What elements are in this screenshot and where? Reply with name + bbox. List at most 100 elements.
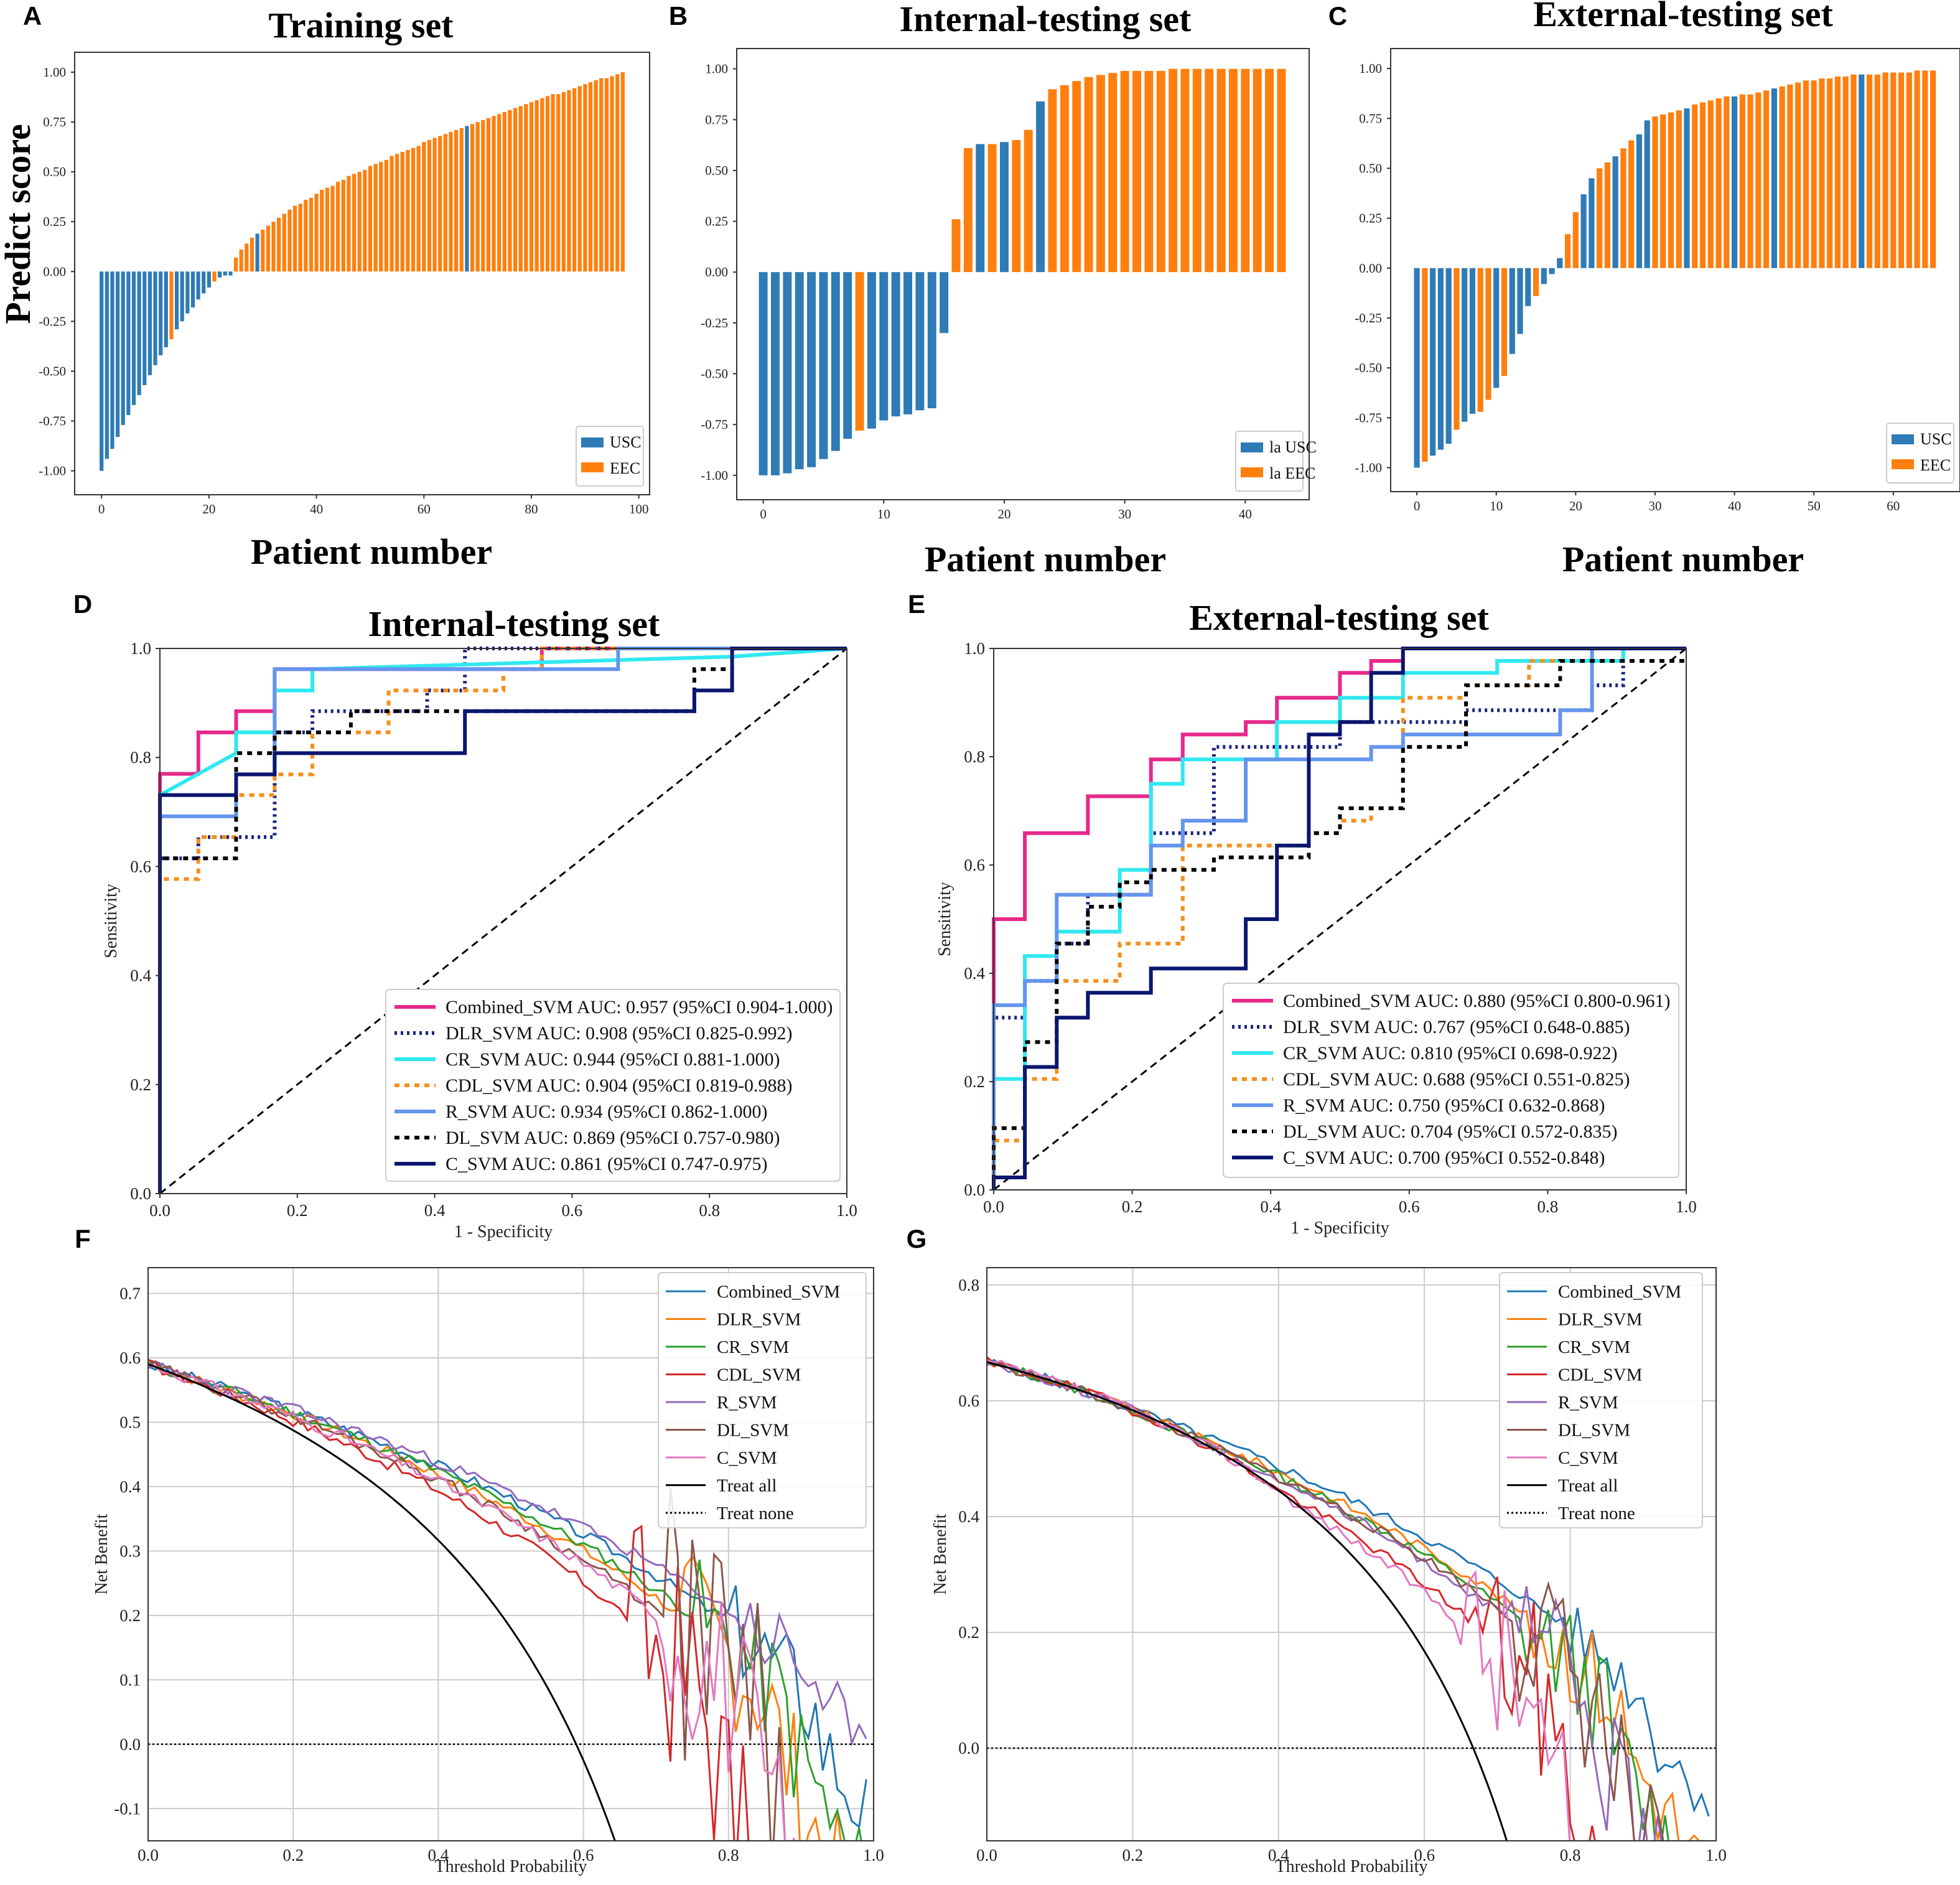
legend-label-eec-C: EEC xyxy=(1920,456,1951,474)
bar-B-20 xyxy=(1000,142,1009,273)
roc-legend-label-D-5: DL_SVM AUC: 0.869 (95%CI 0.757-0.980) xyxy=(446,1128,780,1148)
bar-B-36 xyxy=(1192,68,1202,273)
bar-title-C: External-testing set xyxy=(1533,0,1833,34)
bar-A-84 xyxy=(551,94,555,272)
xtick-B-4: 40 xyxy=(1239,507,1252,522)
bar-C-10 xyxy=(1493,268,1500,388)
bar-A-19 xyxy=(202,271,206,294)
dca-plot-area xyxy=(987,1356,1716,1841)
ytick-A-6: 0.50 xyxy=(43,164,66,179)
roc-legend-label-D-3: CDL_SVM AUC: 0.904 (95%CI 0.819-0.988) xyxy=(446,1075,793,1096)
ytick-B-2: -0.50 xyxy=(701,367,728,381)
bar-B-15 xyxy=(940,272,949,334)
ytick-A-5: 0.25 xyxy=(43,214,66,229)
ytick-C-6: 0.50 xyxy=(1359,161,1382,175)
bar-A-20 xyxy=(207,271,211,288)
roc-panel-D: D Internal-testing set 1 - Specificity Sens… xyxy=(73,589,857,1242)
xtick-C-6: 60 xyxy=(1887,498,1900,513)
bar-frame-B xyxy=(736,48,1310,500)
legend-label-usc-C: USC xyxy=(1920,430,1952,448)
bar-C-55 xyxy=(1850,74,1857,268)
bar-ylabel-A: Predict score xyxy=(0,124,38,324)
bar-A-89 xyxy=(577,86,582,272)
bar-C-6 xyxy=(1462,268,1468,422)
xtick-B-1: 10 xyxy=(877,507,890,522)
bar-C-7 xyxy=(1469,268,1476,414)
ytick-C-8: 1.00 xyxy=(1359,61,1382,76)
dca-ytick-F-1: 0.0 xyxy=(119,1735,141,1754)
bar-A-10 xyxy=(153,271,157,365)
dca-panel-F: F Threshold Probability Net Benefit 0.0 0.2 0… xyxy=(75,1224,884,1876)
roc-panel-E: E External-testing set 1 - Specificity Sens… xyxy=(908,589,1697,1238)
dca-legend-label-F-5: DL_SVM xyxy=(717,1421,789,1441)
dca-curve-F-6 xyxy=(148,1363,796,1841)
dca-ytick-G-0: 0.0 xyxy=(958,1739,979,1757)
bar-B-34 xyxy=(1169,68,1178,273)
bar-B-22 xyxy=(1024,129,1033,273)
roc-curve-D-6 xyxy=(158,647,847,1194)
ytick-B-5: 0.25 xyxy=(705,214,728,229)
bar-C-48 xyxy=(1795,82,1801,268)
bar-B-26 xyxy=(1072,81,1081,273)
bar-A-21 xyxy=(212,271,217,282)
roc-xtick-D-1: 0.2 xyxy=(287,1201,308,1220)
bar-A-8 xyxy=(142,271,147,385)
dca-xtick-F-5: 1.0 xyxy=(863,1846,884,1864)
roc-ytick-D-4: 0.8 xyxy=(130,748,151,767)
bar-A-81 xyxy=(534,100,539,272)
dca-xtick-F-1: 0.2 xyxy=(282,1846,304,1864)
ytick-B-7: 0.75 xyxy=(705,112,728,127)
bar-A-92 xyxy=(594,80,598,272)
bar-panel-C: C External-testing set Patient number -1.00… xyxy=(1328,0,1960,579)
bar-A-47 xyxy=(352,174,357,272)
bar-C-62 xyxy=(1906,72,1912,268)
bar-B-5 xyxy=(819,272,828,459)
roc-ytick-E-5: 1.0 xyxy=(964,639,985,658)
bar-C-23 xyxy=(1597,168,1603,268)
bar-A-59 xyxy=(416,146,421,272)
xtick-C-4: 40 xyxy=(1728,498,1741,513)
legend-swatch-usc xyxy=(1241,442,1263,452)
bar-A-87 xyxy=(567,90,571,272)
roc-curve-E-0 xyxy=(992,647,1686,1190)
bar-A-15 xyxy=(180,271,184,322)
bar-A-46 xyxy=(347,175,351,272)
bar-B-17 xyxy=(963,148,973,273)
bar-A-44 xyxy=(336,182,340,272)
bar-B-32 xyxy=(1144,70,1154,273)
legend-swatch-eec xyxy=(1241,467,1263,477)
ytick-A-2: -0.50 xyxy=(39,363,66,378)
bar-A-90 xyxy=(583,84,587,272)
bar-A-95 xyxy=(610,76,614,272)
dca-legend-F xyxy=(658,1272,867,1528)
bar-panel-B: B Internal-testing set Patient number -1.00… xyxy=(669,0,1317,579)
dca-xtick-G-5: 1.0 xyxy=(1706,1846,1727,1864)
roc-xlabel-D: 1 - Specificity xyxy=(454,1222,553,1242)
dca-ytick-F-6: 0.5 xyxy=(119,1413,141,1431)
dca-legend-label-G-3: CDL_SVM xyxy=(1558,1365,1642,1385)
bar-B-4 xyxy=(807,272,816,467)
bar-A-93 xyxy=(599,78,604,272)
bar-A-40 xyxy=(314,194,319,272)
bar-A-86 xyxy=(561,92,566,272)
bar-B-18 xyxy=(976,144,985,273)
bar-A-50 xyxy=(368,166,373,272)
roc-ytick-D-0: 0.0 xyxy=(130,1184,151,1203)
bar-C-16 xyxy=(1541,268,1547,284)
bar-C-47 xyxy=(1787,84,1793,268)
bar-C-27 xyxy=(1628,140,1635,268)
dca-xtick-G-0: 0.0 xyxy=(976,1846,997,1864)
roc-xlabel-E: 1 - Specificity xyxy=(1290,1218,1389,1238)
roc-legend-label-E-5: DL_SVM AUC: 0.704 (95%CI 0.572-0.835) xyxy=(1283,1121,1618,1142)
bar-C-59 xyxy=(1882,72,1888,268)
roc-xtick-D-2: 0.4 xyxy=(424,1201,446,1220)
legend-swatch-eec xyxy=(1892,459,1914,469)
bar-A-53 xyxy=(384,159,388,272)
roc-legend-label-D-2: CR_SVM AUC: 0.944 (95%CI 0.881-1.000) xyxy=(446,1049,780,1070)
roc-curve-E-2 xyxy=(992,647,1686,1190)
bar-A-94 xyxy=(604,78,609,272)
ytick-B-8: 1.00 xyxy=(705,62,728,77)
bar-B-19 xyxy=(987,144,997,273)
roc-legend-label-E-4: R_SVM AUC: 0.750 (95%CI 0.632-0.868) xyxy=(1283,1095,1605,1116)
bar-C-38 xyxy=(1715,98,1722,268)
